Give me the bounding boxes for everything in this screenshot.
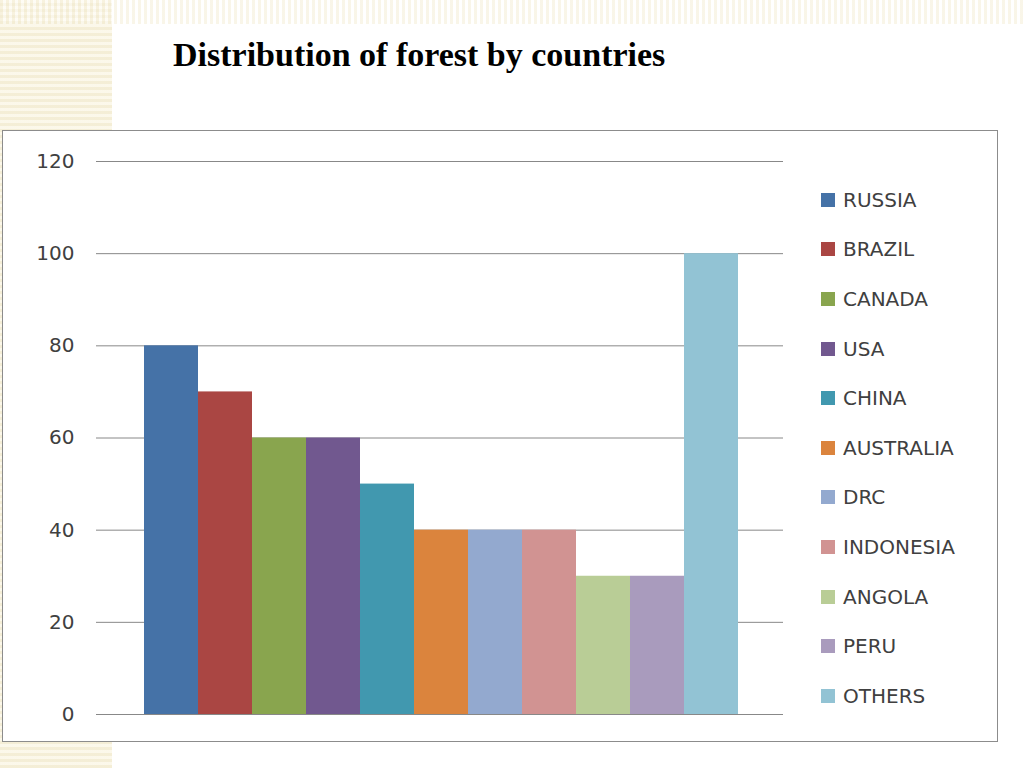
html-text:CHINA: CHINA	[843, 386, 907, 411]
html-text:BRAZIL: BRAZIL	[843, 237, 915, 262]
svg-text:80: 80	[49, 333, 74, 357]
svg-text:100: 100	[36, 241, 74, 265]
svg-text:20: 20	[49, 610, 74, 634]
html-text:ANGOLA: ANGOLA	[843, 584, 929, 609]
html-text:AUSTRALIA: AUSTRALIA	[843, 435, 954, 460]
svg-text:0: 0	[62, 702, 75, 726]
svg-text:120: 120	[36, 149, 74, 173]
html-text:DRC: DRC	[843, 485, 886, 510]
html-text:RUSSIA: RUSSIA	[843, 187, 917, 212]
html-text:Distribution of forest by coun: Distribution of forest by countries	[173, 36, 666, 73]
svg-text:40: 40	[49, 518, 74, 542]
html-text:CANADA: CANADA	[843, 287, 928, 311]
html-text:INDONESIA: INDONESIA	[843, 535, 955, 559]
html-text:PERU: PERU	[843, 634, 897, 659]
html-text:USA: USA	[843, 336, 885, 361]
html-text:OTHERS: OTHERS	[843, 683, 926, 708]
svg-text:60: 60	[49, 425, 74, 449]
